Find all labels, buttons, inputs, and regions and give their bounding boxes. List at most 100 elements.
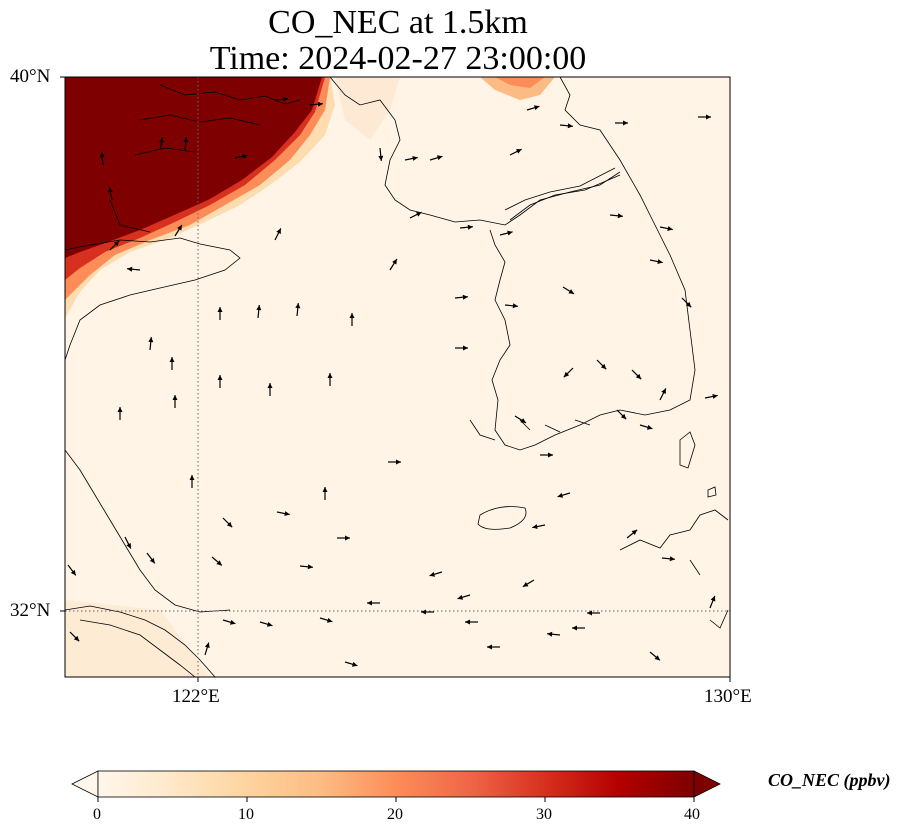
wind-vector-field	[67, 96, 718, 698]
wind-arrow-head	[345, 535, 350, 541]
wind-arrow-head	[467, 224, 473, 230]
wind-arrow-head	[99, 152, 105, 158]
coastlines	[65, 77, 729, 677]
colorbar-tick-label: 20	[387, 806, 403, 823]
colorbar-bar	[98, 771, 694, 797]
wind-arrow-head	[396, 459, 401, 465]
wind-arrow-head	[113, 240, 120, 247]
wind-arrow-head	[661, 388, 666, 394]
wind-arrow-head	[520, 418, 527, 423]
wind-arrow-head	[712, 393, 718, 399]
wind-arrow-head	[457, 594, 464, 600]
wind-arrow-head	[322, 487, 328, 492]
wind-arrow-head	[462, 294, 468, 300]
colorbar-extend-min	[71, 770, 99, 798]
wind-arrow-head	[229, 619, 236, 625]
wind-arrow-head	[256, 305, 262, 311]
wind-arrow-head	[177, 224, 182, 231]
wind-arrow-head	[367, 600, 372, 606]
wind-arrow-head	[631, 529, 638, 535]
wind-arrow-head	[189, 475, 195, 480]
wind-arrow-head	[242, 153, 248, 159]
colorbar-label: CO_NEC (ppbv)	[768, 770, 891, 790]
colorbar-tick-label: 40	[684, 806, 700, 823]
wind-arrow-head	[548, 452, 553, 458]
wind-arrow-head	[600, 363, 607, 370]
wind-arrow-head	[429, 571, 436, 577]
wind-arrow-head	[620, 413, 627, 420]
wind-arrow-head	[667, 226, 673, 232]
wind-arrow-head	[351, 661, 358, 667]
wind-arrow-head	[635, 373, 642, 380]
wind-arrow-head	[654, 655, 660, 661]
map-title-line2: Time: 2024-02-27 23:00:00	[209, 40, 587, 77]
wind-arrow-head	[127, 266, 133, 272]
wind-arrow-head	[217, 375, 223, 380]
wind-arrow-head	[532, 524, 538, 530]
wind-arrow-head	[685, 301, 692, 308]
wind-arrow-head	[436, 155, 443, 161]
wind-arrow-head	[307, 564, 313, 570]
wind-arrow-head	[421, 609, 426, 615]
wind-arrow-head	[183, 137, 189, 143]
wind-arrow-head	[107, 187, 113, 193]
wind-arrow-head	[587, 610, 592, 616]
wind-arrow-head	[266, 621, 273, 627]
wind-arrow-head	[416, 212, 422, 217]
colorbar-tick-label: 10	[238, 806, 254, 823]
wind-arrow-head	[412, 155, 418, 161]
colorbar-extend-max	[693, 770, 721, 798]
wind-arrow-head	[148, 337, 154, 343]
wind-arrow-head	[149, 557, 155, 564]
wind-arrow-head	[392, 258, 397, 265]
map-frame	[64, 76, 731, 678]
co-concentration-field	[65, 77, 555, 677]
wind-arrow-head	[70, 569, 76, 576]
wind-arrow-shaft	[102, 685, 103, 698]
wind-arrow-head	[217, 307, 223, 312]
colorbar-tick-marks	[97, 797, 695, 802]
wind-arrow-head	[617, 213, 623, 219]
lon-tick-130e: 130°E	[704, 686, 752, 707]
wind-arrow-head	[563, 371, 570, 378]
lon-tick-122e: 122°E	[172, 686, 220, 707]
wind-arrow-head	[568, 289, 575, 294]
wind-arrow-head	[557, 492, 564, 498]
wind-arrow-head	[710, 595, 716, 602]
lat-tick-40n: 40°N	[10, 66, 51, 87]
colorbar-tick-label: 0	[93, 806, 101, 823]
wind-arrow-head	[349, 313, 355, 318]
wind-arrow-head	[522, 581, 529, 587]
wind-arrow-head	[226, 521, 233, 528]
wind-arrow-head	[159, 137, 165, 143]
wind-arrow-head	[169, 357, 175, 362]
wind-arrow-head	[533, 105, 540, 111]
wind-arrow-head	[73, 635, 80, 642]
wind-arrow-head	[282, 96, 288, 102]
map-title-line1: CO_NEC at 1.5km	[268, 4, 528, 41]
colorbar	[71, 770, 721, 802]
wind-arrow-head	[172, 395, 178, 400]
wind-arrow-head	[507, 230, 513, 236]
wind-arrow-head	[100, 693, 105, 698]
wind-arrow-head	[295, 303, 301, 309]
colorbar-tick-label: 30	[536, 806, 552, 823]
map-area	[65, 77, 730, 698]
wind-arrow-head	[623, 120, 628, 126]
wind-arrow-head	[284, 511, 290, 517]
wind-arrow-head	[463, 345, 468, 351]
wind-arrow-head	[378, 155, 384, 161]
wind-arrow-head	[487, 644, 492, 650]
wind-arrow-head	[516, 149, 522, 154]
wind-arrow-head	[327, 373, 333, 378]
wind-arrow-head	[276, 228, 281, 234]
wind-arrow-head	[669, 556, 675, 562]
wind-arrow-head	[512, 303, 518, 309]
gridlines	[65, 77, 730, 677]
wind-arrow-head	[267, 383, 273, 388]
wind-arrow-head	[317, 101, 323, 107]
wind-arrow-head	[567, 123, 573, 129]
wind-arrow-head	[572, 625, 577, 631]
wind-arrow-head	[126, 543, 131, 549]
